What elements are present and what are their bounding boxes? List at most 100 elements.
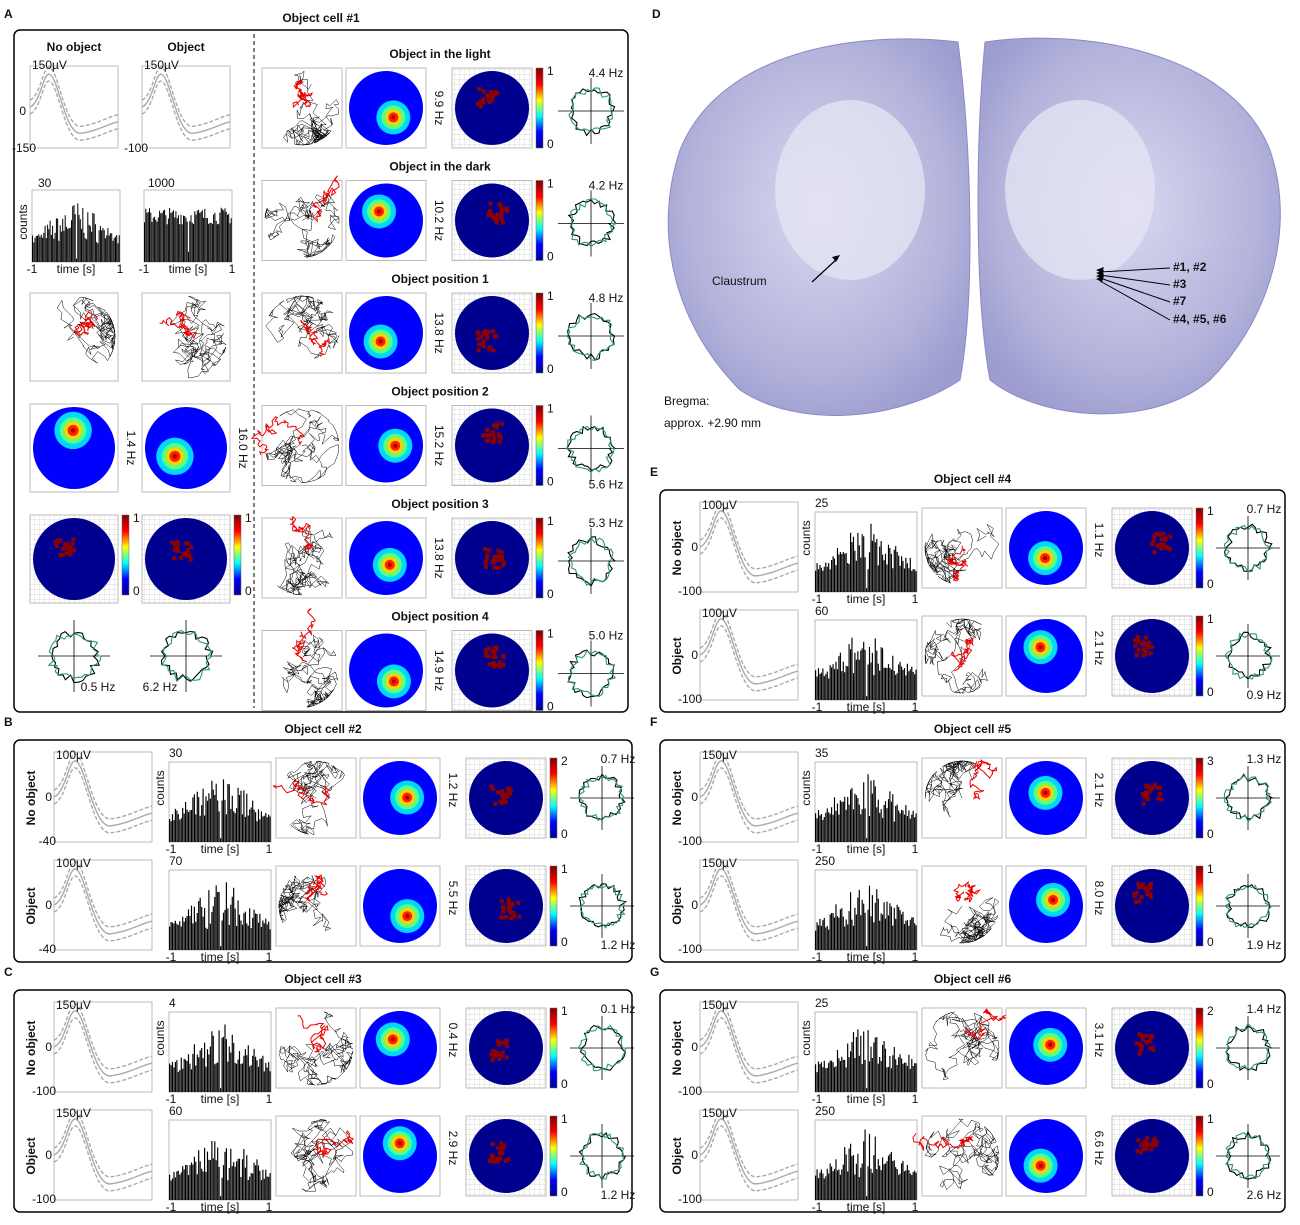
binmap-bin	[489, 1052, 494, 1057]
binmap-bin	[1139, 1043, 1144, 1048]
trajectory	[265, 295, 340, 359]
site-marker	[1096, 276, 1104, 282]
binmap-bin	[1135, 1149, 1140, 1154]
colorbar-min: 0	[561, 1077, 568, 1091]
acg-xmin: -1	[812, 1092, 823, 1106]
binmap-bin	[1135, 634, 1140, 639]
wave-min: -100	[678, 942, 702, 956]
polar-plot	[579, 884, 626, 929]
binmap-bin	[506, 904, 511, 909]
colorbar-min: 0	[547, 700, 554, 714]
binmap-bin	[1133, 643, 1138, 648]
wave-mid: 0	[45, 1148, 52, 1162]
polar-label: 4.2 Hz	[589, 179, 624, 193]
region-arrow	[811, 257, 839, 283]
colorbar-min: 0	[1207, 1185, 1214, 1199]
bregma-label: Bregma:	[664, 394, 709, 408]
wave-mid: 0	[691, 648, 698, 662]
binmap-bin	[497, 660, 502, 665]
binmap-bin	[494, 422, 499, 427]
trajectory	[924, 760, 980, 818]
binmap-bin	[1137, 1051, 1142, 1056]
binmap-bin	[484, 332, 489, 337]
wave-top: 150µV	[702, 998, 737, 1012]
binmap-bin	[491, 434, 496, 439]
rate-label: 9.9 Hz	[432, 91, 446, 126]
spikes	[311, 175, 340, 223]
binmap-bin	[483, 560, 488, 565]
colorbar	[535, 67, 544, 149]
binmap-bin	[1163, 536, 1168, 541]
binmap-bin	[491, 661, 496, 666]
binmap-bin	[1143, 794, 1148, 799]
wave-mid: 0	[691, 540, 698, 554]
binmap-bin	[490, 1142, 495, 1147]
colorbar-min: 0	[1207, 1077, 1214, 1091]
row-label: No object	[670, 771, 684, 826]
condition-title: Object position 4	[391, 610, 489, 624]
binmap-bin	[508, 788, 513, 793]
wave-min: -100	[32, 1084, 56, 1098]
spikes	[73, 311, 99, 337]
striatum	[775, 100, 925, 280]
colorbar	[549, 757, 558, 839]
binmap-bin	[494, 220, 499, 225]
binmap-bin	[494, 425, 499, 430]
binmap-bin	[1154, 531, 1159, 536]
polar-label: 5.3 Hz	[589, 516, 624, 530]
binmap-bin	[483, 653, 488, 658]
waveform	[699, 875, 799, 942]
binmap-bin	[502, 1041, 507, 1046]
colorbar-min: 0	[547, 137, 554, 151]
binmap-bin	[483, 329, 488, 334]
colorbar	[535, 630, 544, 711]
binmap-bin	[1134, 1041, 1139, 1046]
colorbar-max: 2	[561, 754, 568, 768]
acg-bars	[815, 1029, 917, 1092]
binmap-bin	[1134, 900, 1139, 905]
binmap-bin	[491, 1159, 496, 1164]
ratemap-field	[377, 209, 382, 214]
colorbar	[1195, 865, 1204, 947]
waveform	[53, 1118, 153, 1185]
acg-xmin: -1	[166, 950, 177, 964]
rate-label: 0.4 Hz	[446, 1023, 460, 1058]
binmap-bin	[186, 541, 191, 546]
binmap-bin	[491, 440, 496, 445]
acg-xmax: 1	[266, 842, 273, 856]
ratemap-field	[172, 454, 178, 459]
binmap-bin	[1140, 882, 1145, 887]
polar-plot	[566, 425, 617, 471]
ratemap-field	[405, 914, 410, 919]
binmap-bin	[503, 799, 508, 804]
binmap-bin	[504, 1039, 509, 1044]
binmap-bin	[481, 100, 486, 105]
acg-xmin: -1	[812, 950, 823, 964]
polar-label: 1.9 Hz	[1247, 938, 1282, 952]
binmap-bin	[496, 565, 501, 570]
acg-xmin: -1	[812, 1200, 823, 1214]
polar-plot	[578, 883, 628, 928]
ratemap-field	[1038, 1163, 1043, 1168]
spikes	[969, 759, 997, 800]
binmap-bin	[481, 89, 486, 94]
binmap-bin	[489, 784, 494, 789]
binmap-bin	[493, 802, 498, 807]
binmap-bin	[1145, 892, 1150, 897]
binmap-bin	[481, 339, 486, 344]
binmap-bin	[487, 433, 492, 438]
polar-plot	[1225, 1022, 1271, 1072]
binmap-bin	[507, 906, 512, 911]
acg-xlabel: time [s]	[847, 1092, 886, 1106]
polar-plot	[1223, 883, 1273, 929]
binmap-bin	[504, 1055, 509, 1060]
spikes	[300, 319, 331, 357]
binmap-bin	[477, 87, 482, 92]
binmap-bin	[499, 793, 504, 798]
colorbar-max: 1	[1207, 612, 1214, 626]
site-label: #3	[1173, 277, 1187, 291]
binmap-bin	[496, 1145, 501, 1150]
spikes	[314, 1130, 355, 1159]
polar-label: 0.5 Hz	[81, 680, 116, 694]
acg-xmax: 1	[912, 1092, 919, 1106]
